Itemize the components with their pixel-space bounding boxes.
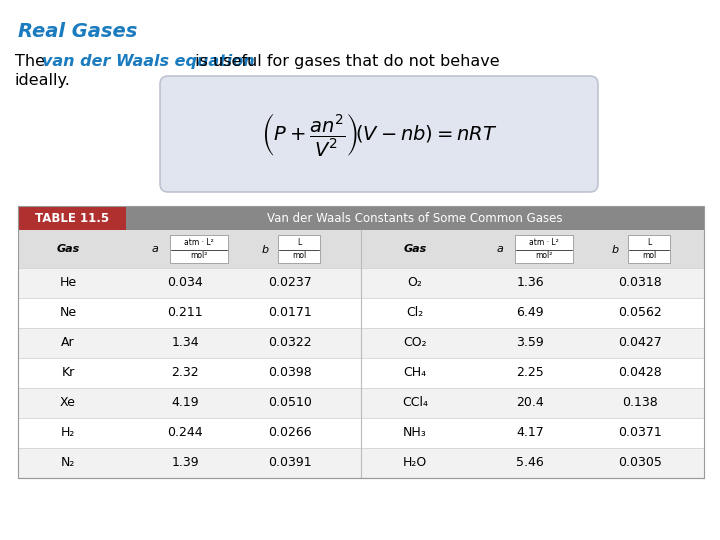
Text: 4.17: 4.17 (516, 427, 544, 440)
Text: ideally.: ideally. (15, 73, 71, 88)
FancyBboxPatch shape (628, 235, 670, 263)
Text: 1.39: 1.39 (171, 456, 199, 469)
Text: 0.0562: 0.0562 (618, 307, 662, 320)
Text: Ne: Ne (60, 307, 76, 320)
Text: mol: mol (642, 251, 656, 260)
Text: 0.0398: 0.0398 (268, 367, 312, 380)
Text: 0.0510: 0.0510 (268, 396, 312, 409)
Text: Xe: Xe (60, 396, 76, 409)
Bar (18, 206, 704, 478)
Text: The: The (15, 54, 50, 69)
Bar (18, 388, 704, 418)
Text: mol²: mol² (190, 251, 207, 260)
Text: 2.25: 2.25 (516, 367, 544, 380)
FancyBboxPatch shape (515, 235, 573, 263)
Text: N₂: N₂ (60, 456, 75, 469)
Text: 2.32: 2.32 (171, 367, 199, 380)
Bar (18, 268, 704, 298)
Text: 0.0237: 0.0237 (268, 276, 312, 289)
Bar (18, 418, 704, 448)
Text: van der Waals equation: van der Waals equation (42, 54, 255, 69)
Text: Ar: Ar (61, 336, 75, 349)
Bar (18, 206, 126, 230)
Text: O₂: O₂ (408, 276, 423, 289)
Text: 0.0427: 0.0427 (618, 336, 662, 349)
Text: $b$: $b$ (611, 243, 619, 255)
Text: L: L (297, 238, 301, 247)
Text: Gas: Gas (403, 244, 427, 254)
Text: 0.211: 0.211 (167, 307, 203, 320)
Text: 0.0371: 0.0371 (618, 427, 662, 440)
Text: 0.0322: 0.0322 (268, 336, 312, 349)
Text: CO₂: CO₂ (403, 336, 427, 349)
Text: Van der Waals Constants of Some Common Gases: Van der Waals Constants of Some Common G… (267, 212, 563, 225)
Text: CH₄: CH₄ (403, 367, 426, 380)
Text: H₂: H₂ (60, 427, 75, 440)
Text: Real Gases: Real Gases (18, 22, 138, 41)
Text: NH₃: NH₃ (403, 427, 427, 440)
Text: 0.244: 0.244 (167, 427, 203, 440)
Text: $b$: $b$ (261, 243, 269, 255)
Bar (18, 298, 704, 328)
Bar (18, 448, 704, 478)
FancyBboxPatch shape (170, 235, 228, 263)
Text: is useful for gases that do not behave: is useful for gases that do not behave (190, 54, 500, 69)
Text: 4.19: 4.19 (171, 396, 199, 409)
Text: atm · L²: atm · L² (529, 238, 559, 247)
Text: 0.034: 0.034 (167, 276, 203, 289)
Text: He: He (60, 276, 76, 289)
Text: 0.0428: 0.0428 (618, 367, 662, 380)
Text: TABLE 11.5: TABLE 11.5 (35, 212, 109, 225)
Text: Kr: Kr (61, 367, 75, 380)
Text: Cl₂: Cl₂ (406, 307, 423, 320)
Text: mol: mol (292, 251, 306, 260)
Bar (18, 230, 704, 268)
Text: 0.0171: 0.0171 (268, 307, 312, 320)
Text: 1.36: 1.36 (516, 276, 544, 289)
Text: $a$: $a$ (151, 244, 159, 254)
Text: $\left(P+\dfrac{an^{2}}{V^{2}}\right)\!\left(V-nb\right)=nRT$: $\left(P+\dfrac{an^{2}}{V^{2}}\right)\!\… (261, 111, 498, 158)
Text: 3.59: 3.59 (516, 336, 544, 349)
Text: H₂O: H₂O (403, 456, 427, 469)
Text: 0.0318: 0.0318 (618, 276, 662, 289)
Text: $a$: $a$ (496, 244, 504, 254)
Bar (126, 206, 704, 230)
Text: atm · L²: atm · L² (184, 238, 214, 247)
FancyBboxPatch shape (278, 235, 320, 263)
Text: Gas: Gas (56, 244, 80, 254)
Text: 0.138: 0.138 (622, 396, 658, 409)
Bar (18, 358, 704, 388)
Text: 0.0391: 0.0391 (268, 456, 312, 469)
Text: CCl₄: CCl₄ (402, 396, 428, 409)
Text: 1.34: 1.34 (171, 336, 199, 349)
Text: 20.4: 20.4 (516, 396, 544, 409)
Text: 0.0305: 0.0305 (618, 456, 662, 469)
Text: 6.49: 6.49 (516, 307, 544, 320)
FancyBboxPatch shape (160, 76, 598, 192)
Text: 5.46: 5.46 (516, 456, 544, 469)
Text: L: L (647, 238, 651, 247)
Text: mol²: mol² (535, 251, 553, 260)
Bar (18, 328, 704, 358)
Text: 0.0266: 0.0266 (268, 427, 312, 440)
